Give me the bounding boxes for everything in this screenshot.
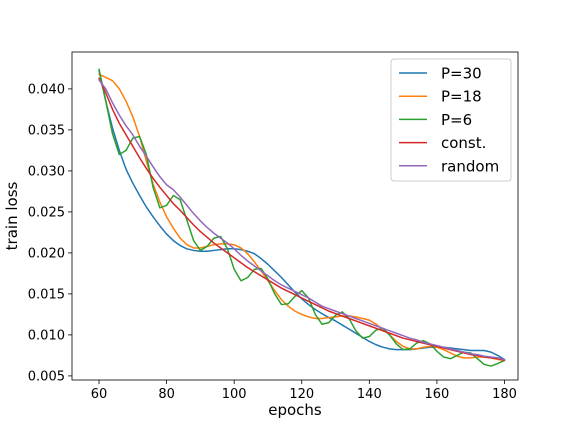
y-tick-label: 0.030	[28, 164, 65, 179]
x-axis-label: epochs	[268, 401, 322, 419]
legend: P=30 P=18 P=6 const. random	[390, 58, 512, 182]
y-tick-label: 0.015	[28, 287, 65, 302]
y-tick-label: 0.010	[28, 328, 65, 343]
legend-label-1: P=18	[441, 88, 482, 106]
series-line-3	[98, 77, 506, 362]
y-tick-label: 0.040	[28, 82, 65, 97]
x-axis: 60 80 100 120 140 160 180	[91, 380, 517, 402]
y-tick-label: 0.005	[28, 369, 65, 384]
legend-label-0: P=30	[441, 65, 482, 83]
legend-box	[390, 58, 512, 182]
legend-label-3: const.	[441, 134, 486, 152]
plot-frame	[71, 51, 519, 381]
legend-label-2: P=6	[441, 111, 472, 129]
series-line-1	[98, 73, 506, 362]
x-tick-label: 60	[91, 387, 108, 402]
y-tick-label: 0.035	[28, 123, 65, 138]
legend-label-4: random	[441, 157, 499, 175]
series-layer	[98, 68, 506, 367]
series-line-4	[98, 79, 506, 361]
x-tick-label: 120	[289, 387, 314, 402]
x-tick-label: 80	[158, 387, 175, 402]
y-axis: 0.005 0.010 0.015 0.020 0.025 0.030 0.035 0.040	[28, 82, 72, 384]
y-tick-label: 0.025	[28, 205, 65, 220]
y-axis-label: train loss	[3, 181, 21, 250]
series-line-2	[98, 68, 506, 367]
x-tick-label: 100	[222, 387, 247, 402]
y-tick-label: 0.020	[28, 246, 65, 261]
x-tick-label: 180	[492, 387, 517, 402]
x-tick-label: 140	[357, 387, 382, 402]
x-tick-label: 160	[424, 387, 449, 402]
